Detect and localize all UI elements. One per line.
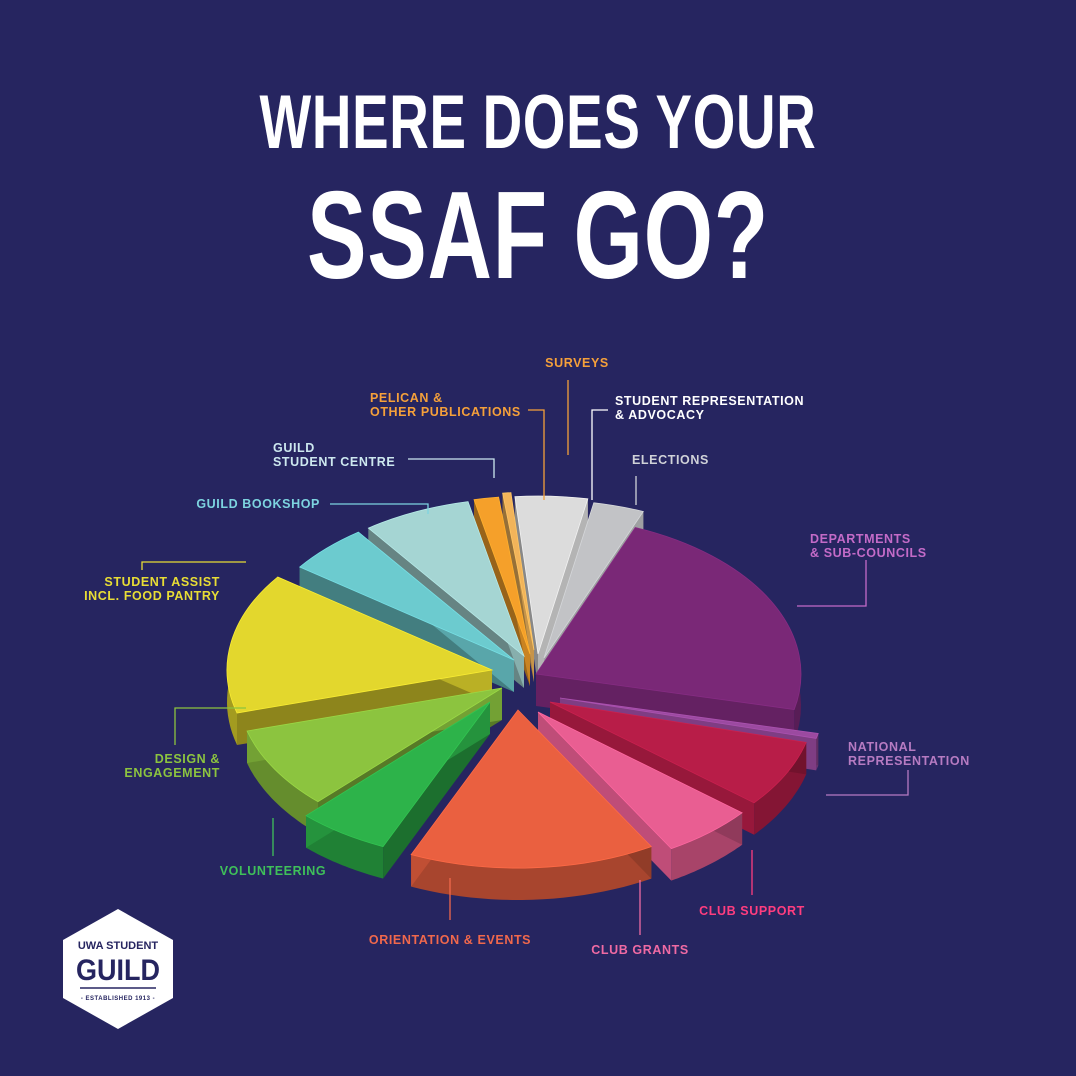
slice-national-representation: [559, 697, 819, 739]
leader-design-and-engagement: [174, 707, 246, 745]
label-orientation-and-events: ORIENTATION & EVENTS: [369, 933, 531, 947]
label-departments-and-sub-councils: DEPARTMENTS & SUB-COUNCILS: [810, 532, 927, 560]
slice-labels: DEPARTMENTS & SUB-COUNCILS NATIONAL REPRESE…: [84, 356, 970, 957]
pie-top-layer: [226, 492, 819, 869]
label-student-assist-incl-food-pantry: STUDENT ASSIST INCL. FOOD PANTRY: [84, 575, 220, 603]
slice-side-orientation-and-events: [411, 846, 652, 900]
uwa-student-guild-logo: UWA STUDENT GUILD - ESTABLISHED 1913 -: [63, 909, 173, 1029]
logo-top-text: UWA STUDENT: [78, 940, 159, 952]
logo-sub-text: - ESTABLISHED 1913 -: [81, 996, 155, 1002]
label-surveys: SURVEYS: [545, 356, 609, 370]
slice-guild-student-centre: [367, 501, 525, 658]
label-guild-bookshop: GUILD BOOKSHOP: [196, 497, 320, 511]
slice-student-representation-and-advocacy: [514, 495, 589, 655]
title-line-2: SSAF GO?: [306, 167, 770, 305]
label-guild-student-centre: GUILD STUDENT CENTRE: [273, 441, 395, 469]
logo-main-text: GUILD: [76, 954, 160, 987]
label-national-representation: NATIONAL REPRESENTATION: [848, 740, 970, 768]
leader-student-representation-and-advocacy: [591, 409, 608, 500]
leader-departments-and-sub-councils: [797, 560, 867, 607]
slice-pelican-and-other-publications: [473, 496, 531, 655]
label-pelican-and-other-publications: PELICAN & OTHER PUBLICATIONS: [370, 391, 521, 419]
slice-student-assist-incl-food-pantry: [226, 576, 494, 714]
slice-elections: [543, 502, 644, 659]
slice-orientation-and-events: [410, 709, 653, 869]
title-line-1: WHERE DOES YOUR: [259, 80, 817, 165]
label-club-support: CLUB SUPPORT: [699, 904, 805, 918]
label-leader-lines: [141, 380, 909, 935]
slice-club-support: [549, 701, 807, 804]
slice-side-design-and-engagement: [247, 731, 318, 834]
slice-guild-bookshop: [298, 531, 515, 661]
leader-national-representation: [826, 770, 909, 796]
label-club-grants: CLUB GRANTS: [591, 943, 689, 957]
label-volunteering: VOLUNTEERING: [220, 864, 327, 878]
slice-surveys: [502, 492, 535, 651]
logo-hexagon: [63, 909, 173, 1029]
label-student-representation-and-advocacy: STUDENT REPRESENTATION & ADVOCACY: [615, 394, 804, 422]
label-elections: ELECTIONS: [632, 453, 709, 467]
label-design-and-engagement: DESIGN & ENGAGEMENT: [124, 752, 220, 780]
leader-guild-student-centre: [408, 458, 495, 478]
slice-volunteering: [305, 701, 491, 848]
leader-student-assist-incl-food-pantry: [141, 561, 246, 570]
leader-pelican-and-other-publications: [528, 409, 545, 500]
leader-guild-bookshop: [330, 503, 429, 514]
slice-club-grants: [537, 711, 743, 850]
slice-departments-and-sub-councils: [535, 527, 802, 710]
slice-design-and-engagement: [246, 687, 503, 803]
